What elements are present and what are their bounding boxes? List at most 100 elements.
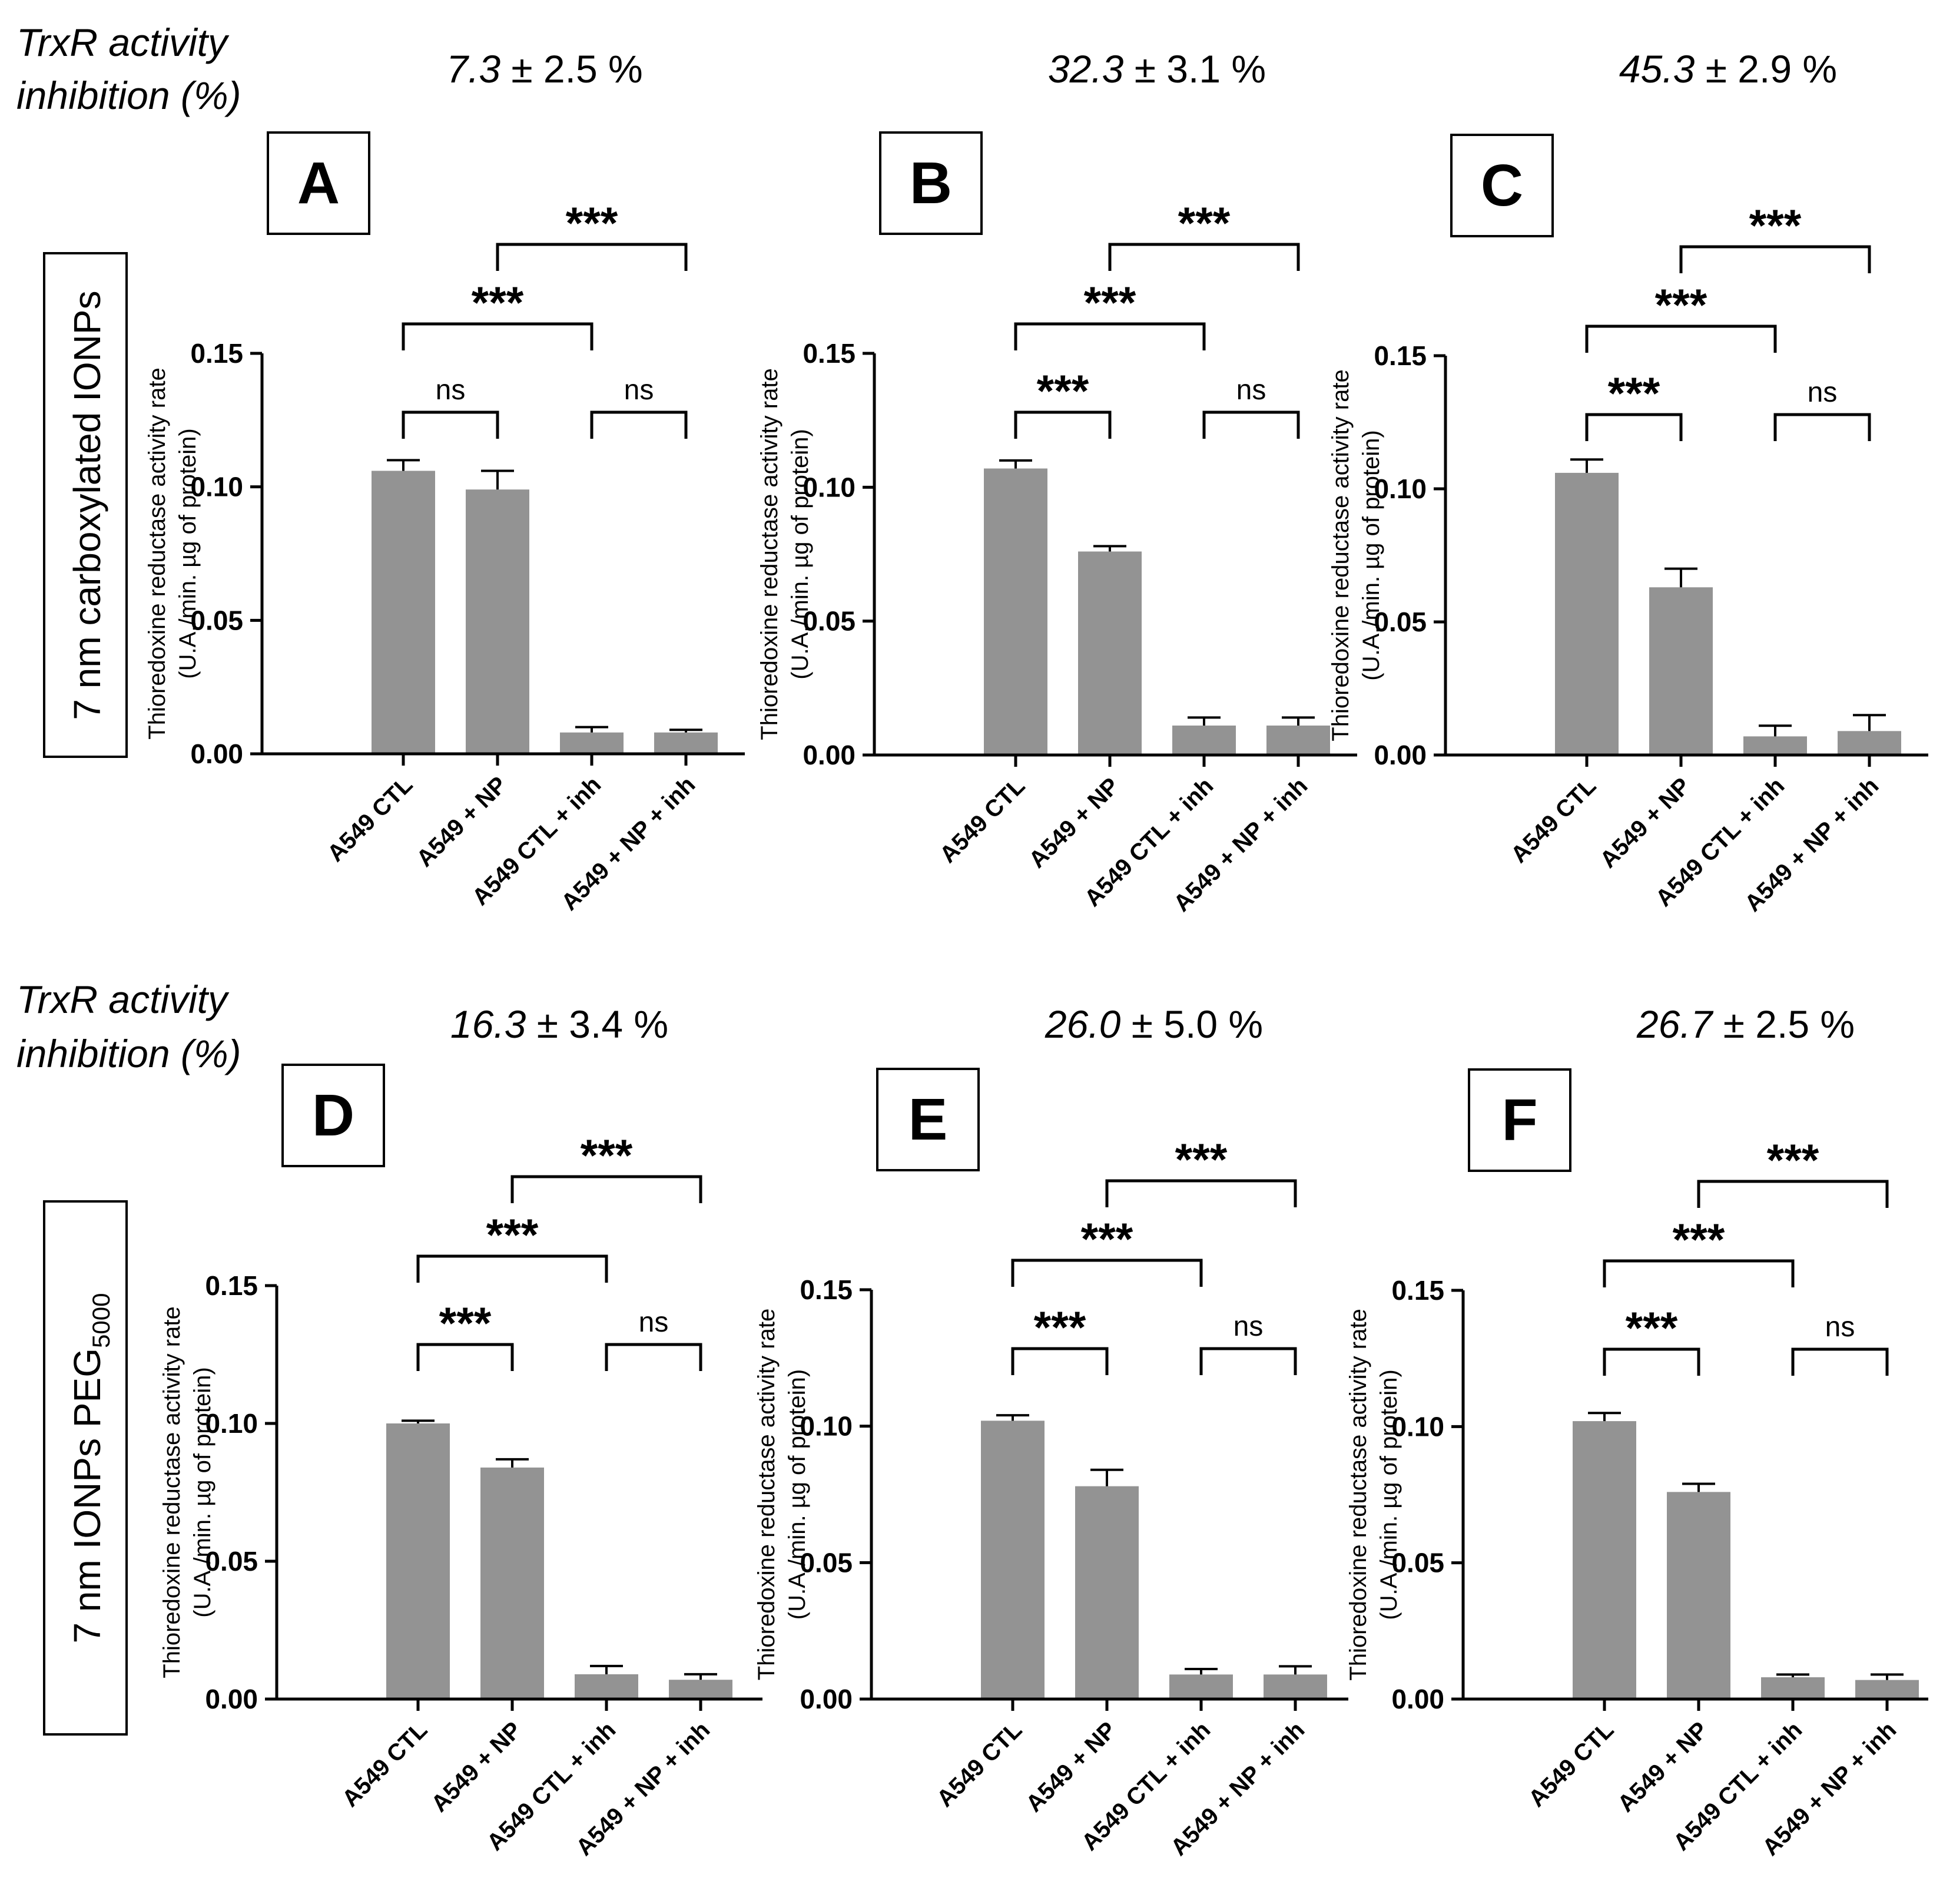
- y-axis-label-line: Thioredoxine reductase activity rate: [159, 1306, 185, 1678]
- significance-label: ***: [1655, 280, 1707, 330]
- y-tick-label: 0.10: [1374, 473, 1427, 504]
- row-2-label-box: [43, 1200, 128, 1736]
- y-axis-label-line: (U.A./min. µg of protein): [1376, 1369, 1402, 1620]
- y-axis-label-line: Thioredoxine reductase activity rate: [754, 1309, 780, 1680]
- y-tick-label: 0.00: [190, 739, 243, 769]
- inhibition-value: 7.3 ± 2.5 %: [446, 47, 642, 91]
- bar: [669, 1680, 732, 1699]
- panel-letter: E: [908, 1087, 948, 1153]
- inhibition-error: ± 2.5 %: [500, 47, 643, 91]
- significance-label: ns: [624, 375, 654, 406]
- bar: [981, 1420, 1045, 1699]
- significance-label: ***: [1749, 201, 1802, 251]
- bar: [372, 471, 435, 754]
- y-axis-label: Thioredoxine reductase activity rate (U.A…: [757, 368, 813, 740]
- significance-label: ***: [1767, 1135, 1819, 1186]
- panel-letter: A: [297, 150, 340, 216]
- bar: [386, 1423, 450, 1699]
- y-tick-label: 0.15: [1374, 340, 1427, 371]
- significance-bracket: [1679, 245, 1871, 273]
- significance-bracket: [1791, 1347, 1889, 1376]
- row-1-inhibition-label-line-2: inhibition (%): [16, 74, 241, 117]
- bar: [1855, 1680, 1919, 1699]
- panel-letter-box: [1450, 134, 1554, 237]
- y-tick-label: 0.15: [205, 1270, 258, 1301]
- significance-label: ns: [639, 1307, 669, 1338]
- y-tick-label: 0.05: [800, 1547, 853, 1578]
- y-tick-label: 0.15: [1391, 1275, 1444, 1306]
- y-axis-label-line: (U.A./min. µg of protein): [175, 428, 201, 678]
- y-tick-label: 0.00: [205, 1684, 258, 1714]
- inhibition-error: ± 5.0 %: [1120, 1002, 1263, 1046]
- inhibition-error: ± 3.1 %: [1123, 47, 1266, 91]
- significance-label: ***: [439, 1299, 492, 1349]
- panel-letter: C: [1481, 153, 1523, 218]
- y-axis-label-line: (U.A./min. µg of protein): [1358, 430, 1384, 680]
- significance-label: ns: [1808, 377, 1838, 408]
- significance-bracket: [1603, 1347, 1700, 1376]
- inhibition-error: ± 2.9 %: [1695, 47, 1837, 91]
- row-1-labels: TrxR activity inhibition (%) 7 nm carbox…: [16, 21, 241, 758]
- y-axis-label-line: (U.A./min. µg of protein): [787, 429, 813, 679]
- significance-bracket: [605, 1343, 702, 1371]
- y-axis-label: Thioredoxine reductase activity rate (U.A…: [159, 1306, 215, 1678]
- significance-bracket: [416, 1254, 608, 1283]
- y-tick-label: 0.15: [803, 338, 856, 369]
- significance-label: ***: [1037, 366, 1089, 416]
- panel-letter-box: [267, 131, 370, 235]
- significance-bracket: [1108, 243, 1300, 271]
- y-tick-label: 0.10: [1391, 1411, 1444, 1442]
- significance-bracket: [1585, 413, 1683, 441]
- y-tick-label: 0.10: [190, 472, 243, 502]
- y-axis-label-line: Thioredoxine reductase activity rate: [144, 367, 170, 739]
- bar: [1266, 725, 1330, 755]
- significance-bracket: [1199, 1347, 1297, 1375]
- inhibition-value: 26.7 ± 2.5 %: [1636, 1002, 1855, 1046]
- bar: [466, 489, 529, 754]
- significance-label: ***: [1175, 1135, 1228, 1185]
- y-axis-label: Thioredoxine reductase activity rate (U.A…: [754, 1309, 810, 1680]
- significance-label: ***: [1084, 278, 1136, 328]
- y-tick-label: 0.00: [1374, 740, 1427, 770]
- y-axis-label-line: Thioredoxine reductase activity rate: [757, 368, 782, 740]
- bar: [560, 732, 624, 754]
- inhibition-mean: 45.3: [1619, 47, 1695, 91]
- bar: [1172, 725, 1236, 755]
- bar: [480, 1467, 544, 1699]
- y-tick-label: 0.05: [1374, 607, 1427, 637]
- y-axis-label-line: (U.A./min. µg of protein): [784, 1369, 810, 1620]
- bar: [1573, 1421, 1636, 1699]
- row-2-label: 7 nm IONPs PEG5000: [66, 1293, 115, 1644]
- y-tick-label: 0.05: [205, 1546, 258, 1577]
- inhibition-mean: 16.3: [450, 1002, 526, 1046]
- significance-label: ns: [1234, 1311, 1264, 1342]
- bar: [1264, 1674, 1327, 1699]
- row-2-label-main: 7 nm IONPs PEG: [66, 1348, 108, 1643]
- y-tick-label: 0.00: [800, 1684, 853, 1714]
- inhibition-value: 32.3 ± 3.1 %: [1048, 47, 1266, 91]
- row-1-inhibition-label-line-1: TrxR activity: [16, 21, 230, 64]
- significance-bracket: [1105, 1179, 1297, 1207]
- significance-bracket: [590, 410, 688, 439]
- y-axis-label: Thioredoxine reductase activity rate (U.A…: [144, 367, 201, 739]
- significance-bracket: [402, 322, 593, 350]
- significance-label: ***: [1081, 1214, 1133, 1264]
- significance-label: ***: [566, 198, 618, 249]
- bar: [1649, 587, 1713, 755]
- inhibition-value: 16.3 ± 3.4 %: [450, 1002, 668, 1046]
- inhibition-value: 26.0 ± 5.0 %: [1045, 1002, 1263, 1046]
- y-tick-label: 0.15: [800, 1274, 853, 1305]
- row-2-inhibition-label-line-1: TrxR activity: [16, 978, 230, 1021]
- y-tick-label: 0.05: [1391, 1548, 1444, 1578]
- significance-bracket: [1014, 322, 1206, 350]
- panel-letter-box: [876, 1068, 980, 1171]
- significance-label: ns: [1825, 1312, 1855, 1343]
- bar: [1667, 1492, 1730, 1699]
- significance-label: ***: [1178, 198, 1231, 249]
- bar: [654, 732, 718, 754]
- y-axis-label-line: Thioredoxine reductase activity rate: [1328, 369, 1354, 741]
- y-tick-label: 0.10: [803, 472, 856, 502]
- significance-bracket: [1202, 410, 1300, 439]
